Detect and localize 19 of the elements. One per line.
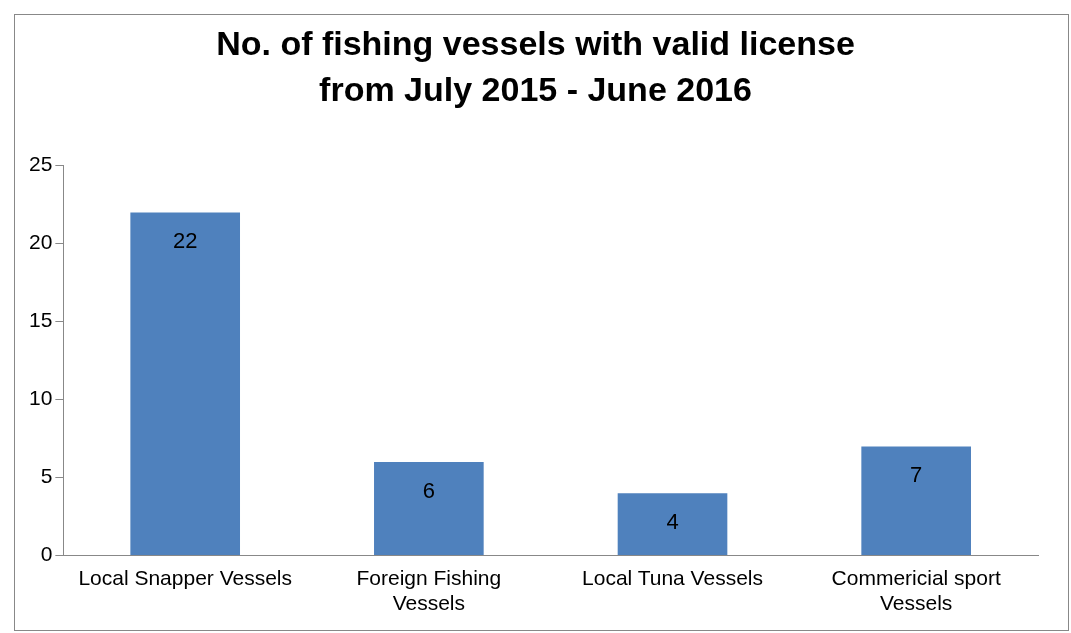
data-label: 7 — [910, 462, 923, 488]
bar — [374, 462, 484, 556]
x-tick-label: Commericial sport Vessels — [831, 566, 1001, 615]
y-tick-label: 15 — [29, 308, 53, 332]
y-tick-label: 25 — [29, 152, 53, 176]
data-label: 4 — [666, 509, 679, 535]
bar — [130, 212, 241, 556]
bar — [617, 493, 728, 556]
y-tick-label: 20 — [29, 230, 53, 254]
chart-title: No. of fishing vessels with valid license from July 2015 - June 2016 — [215, 23, 856, 110]
bar — [861, 446, 971, 556]
x-tick-label: Foreign Fishing Vessels — [356, 566, 502, 615]
y-tick-label: 0 — [40, 542, 53, 566]
data-label: 6 — [422, 478, 435, 504]
x-tick-label: Local Tuna Vessels — [582, 566, 763, 589]
data-label: 22 — [172, 228, 198, 254]
y-tick-label: 10 — [29, 386, 53, 410]
y-tick-label: 5 — [40, 464, 53, 488]
x-tick-label: Local Snapper Vessels — [78, 566, 293, 589]
